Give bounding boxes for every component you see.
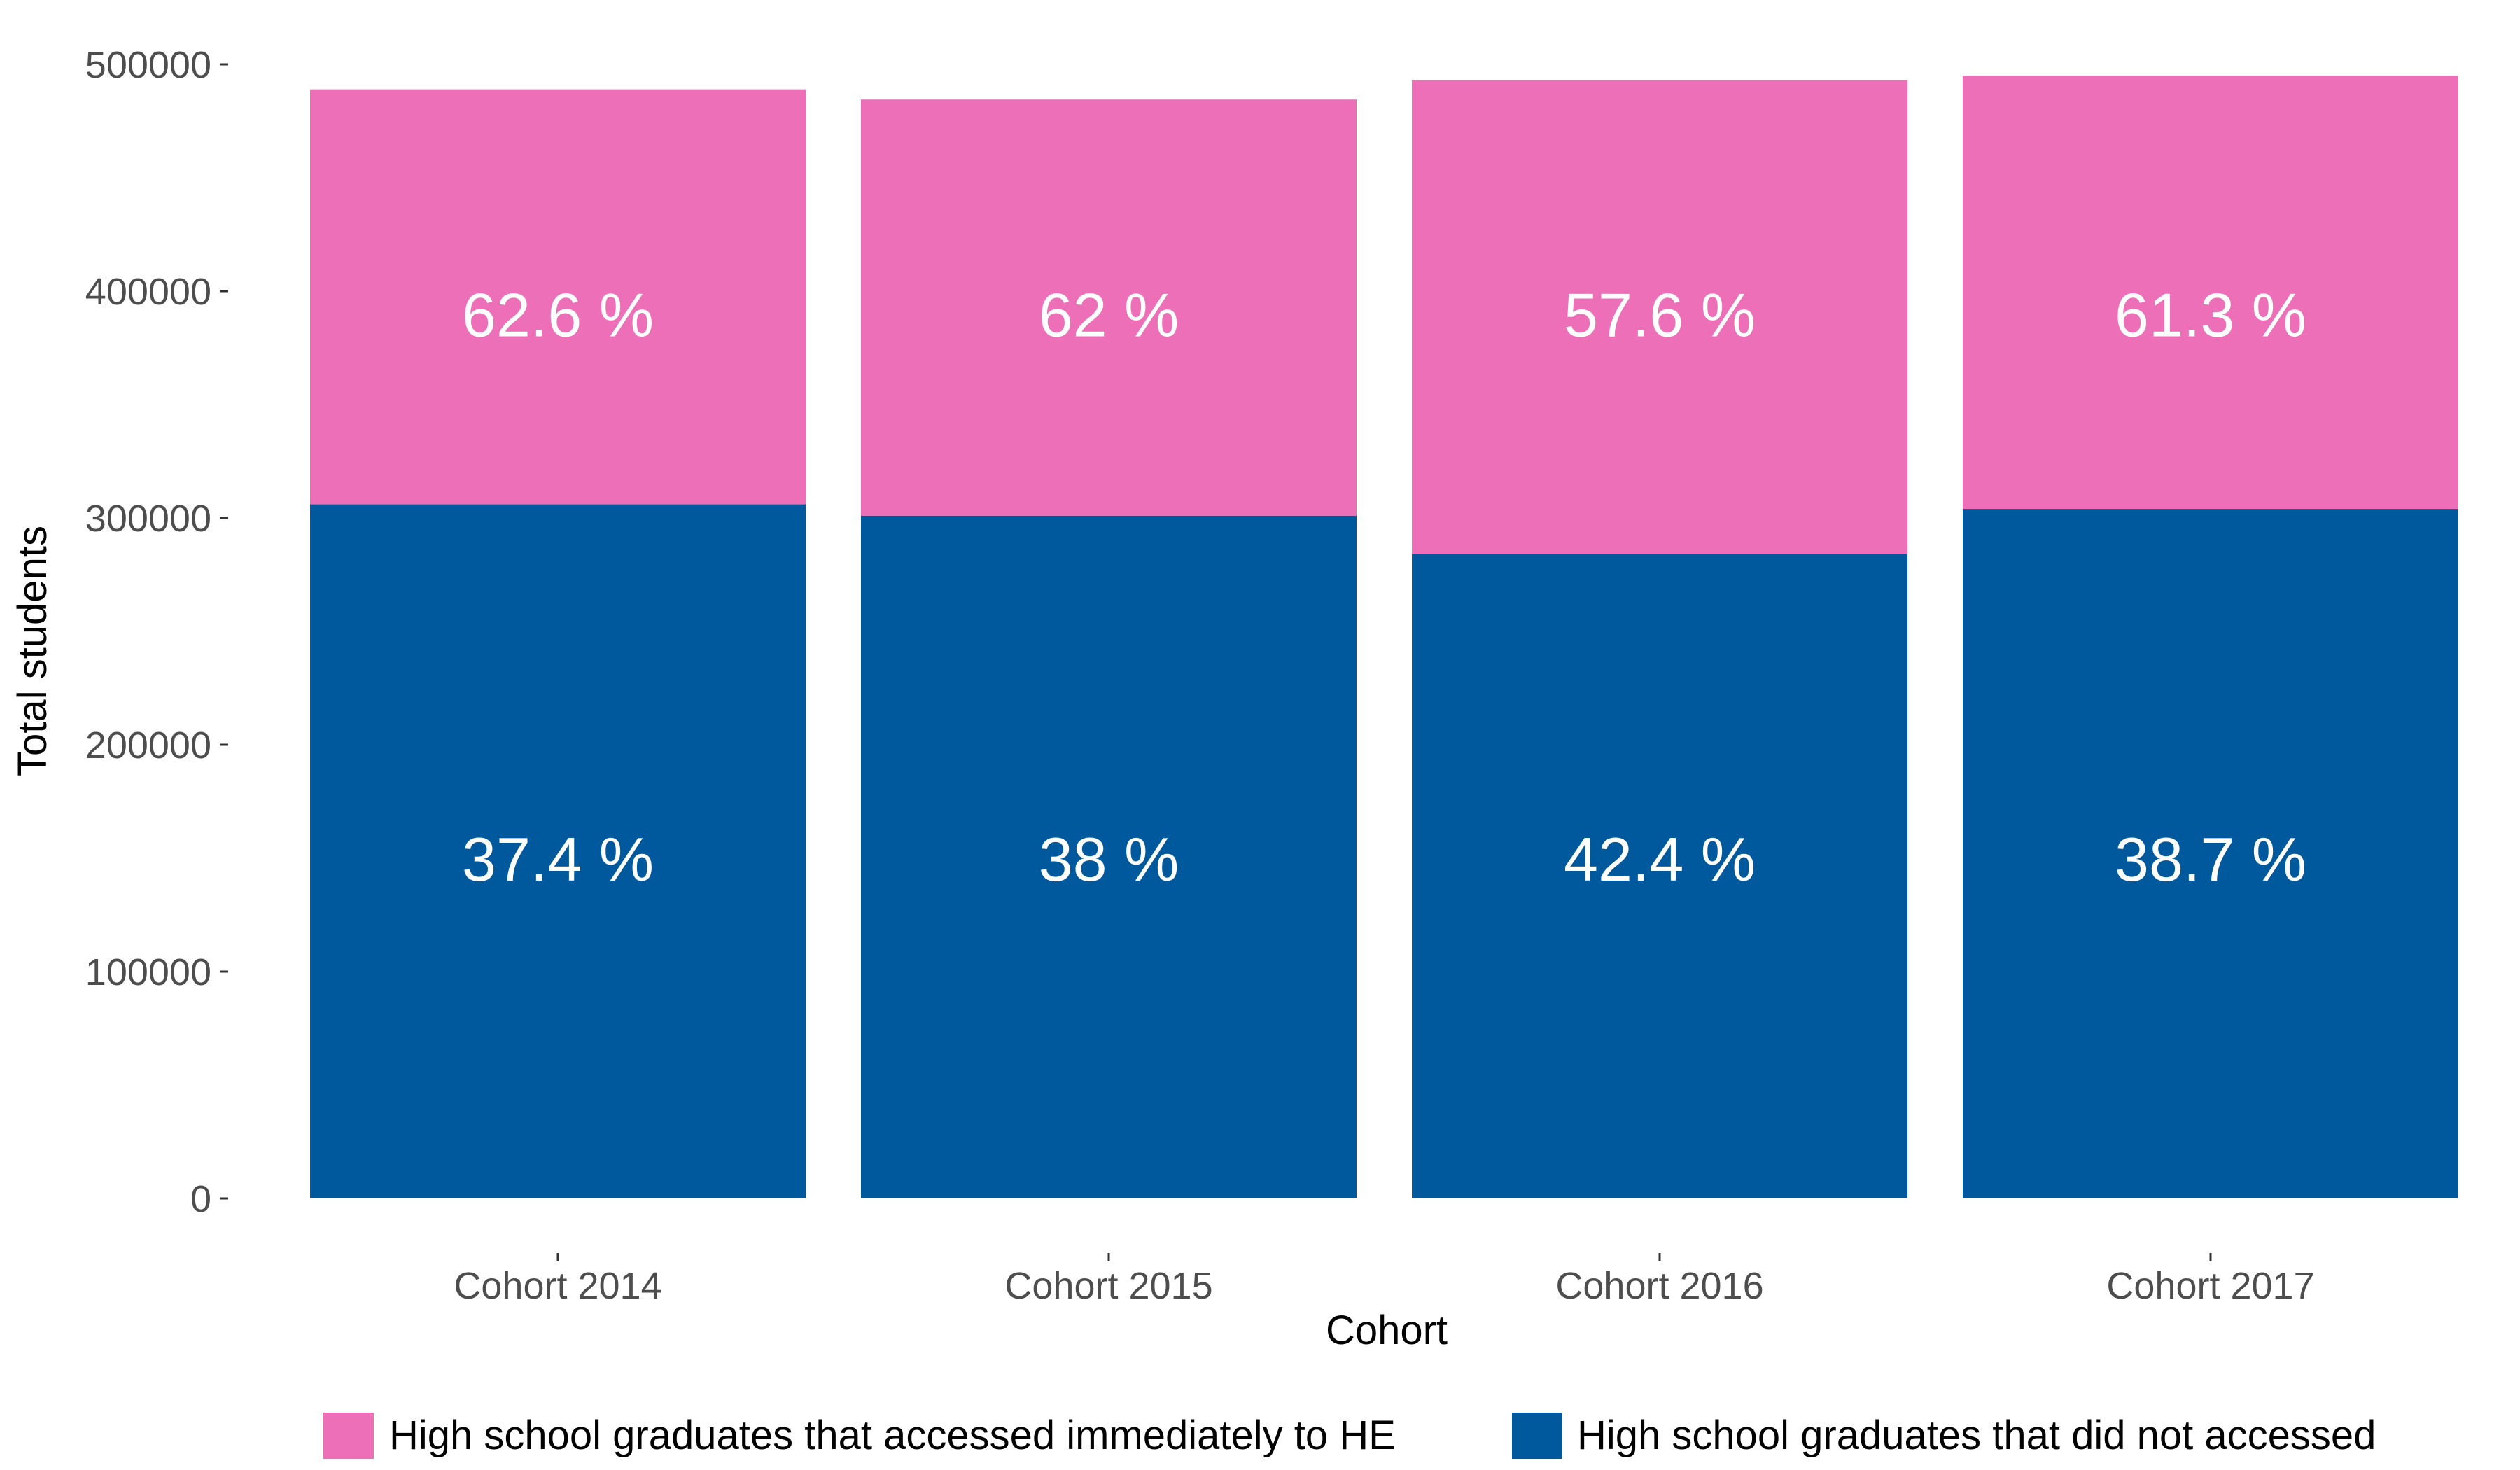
x-axis-title: Cohort (1326, 1308, 1448, 1353)
bars (310, 76, 2458, 1198)
x-tick-label: Cohort 2017 (2106, 1265, 2314, 1307)
legend-label: High school graduates that did not acces… (1577, 1413, 2376, 1458)
bar-segment (1412, 80, 1907, 554)
bar-data-label: 38 % (1039, 825, 1180, 894)
legend-label: High school graduates that accessed imme… (389, 1413, 1396, 1458)
bar-data-label: 42.4 % (1564, 825, 1756, 894)
x-tick-label: Cohort 2014 (454, 1265, 662, 1307)
bar-segment (861, 99, 1357, 516)
x-tick-label: Cohort 2015 (1004, 1265, 1212, 1307)
bar-data-label: 37.4 % (462, 825, 654, 894)
bar-labels: 37.4 % 62.6 % 38 % 62 % 42.4 % 57.6 % 38.7 % 61… (462, 280, 2306, 894)
bar-data-label: 61.3 % (2115, 280, 2306, 349)
bar-data-label: 62 % (1039, 280, 1180, 349)
x-axis: Cohort 2014 Cohort 2015 Cohort 2016 Cohort … (454, 1253, 2315, 1307)
y-tick-label: 400000 (85, 271, 211, 313)
y-tick-label: 0 (190, 1178, 211, 1220)
bar-data-label: 38.7 % (2115, 825, 2306, 894)
y-tick-label: 500000 (85, 44, 211, 86)
legend-swatch (1512, 1413, 1562, 1459)
y-tick-label: 100000 (85, 951, 211, 993)
y-tick-label: 300000 (85, 498, 211, 540)
bar-data-label: 62.6 % (462, 280, 654, 349)
bar-segment (1963, 76, 2458, 510)
y-axis-title: Total students (10, 526, 55, 776)
bar-segment (310, 89, 806, 505)
bar-segment (1963, 509, 2458, 1198)
x-tick-label: Cohort 2016 (1555, 1265, 1763, 1307)
y-axis: 0 100000 200000 300000 400000 500000 (85, 44, 228, 1220)
legend-swatch (323, 1413, 374, 1459)
legend: High school graduates that accessed imme… (323, 1413, 2376, 1459)
y-tick-label: 200000 (85, 724, 211, 766)
bar-data-label: 57.6 % (1564, 280, 1756, 349)
bar-segment (1412, 554, 1907, 1198)
bar-segment (861, 515, 1357, 1198)
bar-segment (310, 504, 806, 1198)
